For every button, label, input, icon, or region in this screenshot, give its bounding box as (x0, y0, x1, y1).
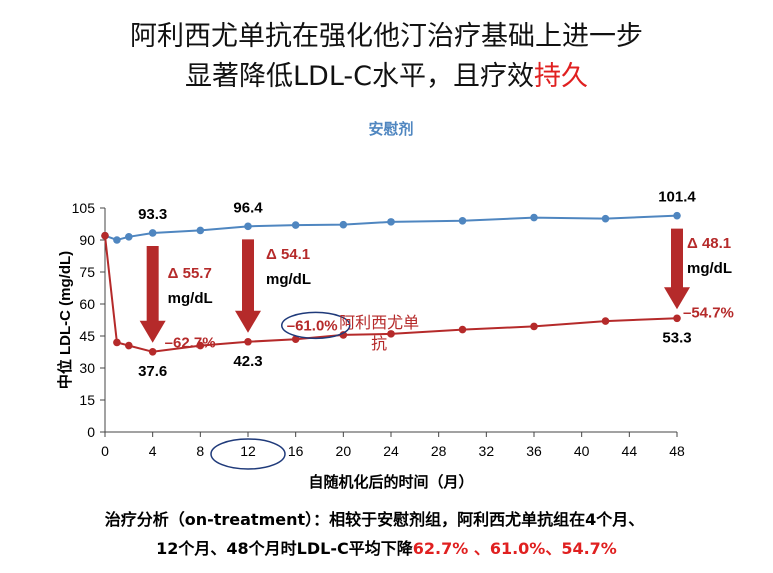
alirocumab-point (101, 231, 109, 240)
placebo-point (601, 214, 610, 223)
reduction-unit-12m: mg/dL (266, 271, 311, 288)
y-tick-label: 75 (79, 264, 95, 280)
x-tick-label: 0 (101, 443, 109, 459)
placebo-point (387, 218, 395, 226)
alirocumab-series-label-line2: 抗 (371, 335, 387, 353)
slide-title-line1: 阿利西尤单抗在强化他汀治疗基础上进一步 (130, 21, 643, 52)
slide-title-line2-prefix: 显著降低LDL-C水平，且疗效 (185, 61, 534, 92)
value-label: 37.6 (138, 363, 167, 380)
x-tick-label: 24 (383, 443, 399, 459)
x-tick-label: 28 (431, 443, 447, 459)
reduction-unit-4m: mg/dL (168, 290, 213, 307)
reduction-arrow-48m (664, 228, 690, 310)
y-tick-label: 0 (87, 424, 95, 440)
x-tick-label: 44 (622, 443, 638, 459)
footer-highlight: 62.7% 、61.0%、54.7% (412, 539, 617, 558)
value-label: 42.3 (233, 353, 262, 370)
x-tick-label: 48 (669, 443, 685, 459)
y-tick-label: 45 (79, 328, 95, 344)
placebo-point (673, 211, 681, 220)
value-label: 93.3 (138, 206, 167, 223)
reduction-percent-48m: –54.7% (683, 305, 734, 322)
slide-title-line2: 显著降低LDL-C水平，且疗效持久 (0, 54, 773, 93)
y-tick-label: 90 (79, 232, 95, 248)
alirocumab-point (601, 317, 610, 325)
footer-line2-prefix: 12个月、48个月时LDL-C平均下降 (156, 539, 413, 558)
x-tick-label: 12 (240, 443, 256, 459)
footer-line1: 治疗分析（on-treatment）：相较于安慰剂组，阿利西尤单抗组在4个月、 (104, 510, 645, 529)
value-label: 96.4 (233, 199, 263, 216)
alirocumab-point (125, 341, 133, 350)
alirocumab-point (673, 314, 681, 323)
placebo-point (339, 220, 348, 229)
placebo-point (148, 229, 157, 237)
reduction-arrow-12m (235, 239, 261, 333)
reduction-percent-4m: –62.7% (165, 334, 216, 351)
placebo-point (113, 236, 121, 244)
y-axis-label: 中位 LDL-C (mg/dL) (56, 251, 74, 389)
alirocumab-point (196, 341, 205, 350)
x-tick-label: 8 (196, 443, 204, 459)
placebo-point (530, 213, 538, 222)
x-tick-label: 4 (149, 443, 157, 459)
y-tick-label: 60 (79, 296, 95, 312)
reduction-unit-48m: mg/dL (687, 260, 732, 277)
alirocumab-point (291, 335, 300, 344)
alirocumab-point (148, 347, 157, 356)
y-tick-label: 105 (72, 200, 96, 216)
x-tick-label: 32 (479, 443, 495, 459)
y-tick-label: 15 (79, 392, 95, 408)
reduction-arrows (139, 228, 690, 343)
alirocumab-point (339, 331, 348, 339)
placebo-point (458, 217, 467, 225)
alirocumab-point (244, 337, 252, 346)
slide-title-highlight: 持久 (534, 61, 588, 92)
x-axis-label: 自随机化后的时间（月） (308, 473, 473, 491)
placebo-point (291, 221, 300, 229)
value-label: 101.4 (658, 189, 696, 206)
footer-line2: 12个月、48个月时LDL-C平均下降62.7% 、61.0%、54.7% (0, 535, 773, 559)
alirocumab-point (458, 325, 467, 334)
reduction-delta-48m: Δ 48.1 (687, 235, 731, 252)
x-tick-label: 16 (288, 443, 304, 459)
reduction-arrow-4m (139, 245, 166, 343)
value-label: 53.3 (662, 329, 691, 346)
placebo-point (244, 222, 252, 231)
alirocumab-point (530, 322, 538, 331)
chart-labels: 93.3 96.4 101.4 37.6 42.3 53.3 Δ 55.7 mg/dL –62.… (138, 120, 734, 380)
x-tick-label: 36 (526, 443, 542, 459)
reduction-delta-12m: Δ 54.1 (266, 246, 310, 263)
alirocumab-point (113, 338, 121, 347)
x-tick-label: 40 (574, 443, 590, 459)
placebo-point (125, 233, 133, 241)
chart-series (101, 211, 681, 356)
alirocumab-point (387, 330, 395, 338)
y-tick-label: 30 (79, 360, 95, 376)
percent-12m-highlight-ellipse (281, 311, 351, 340)
alirocumab-series-label-line1: 阿利西尤单 (339, 314, 419, 332)
x-tick-12-highlight-ellipse (210, 438, 286, 470)
x-tick-label: 20 (336, 443, 352, 459)
placebo-point (196, 226, 205, 235)
reduction-percent-12m: –61.0% (287, 317, 338, 334)
reduction-delta-4m: Δ 55.7 (168, 265, 212, 282)
placebo-series-label: 安慰剂 (368, 120, 413, 138)
